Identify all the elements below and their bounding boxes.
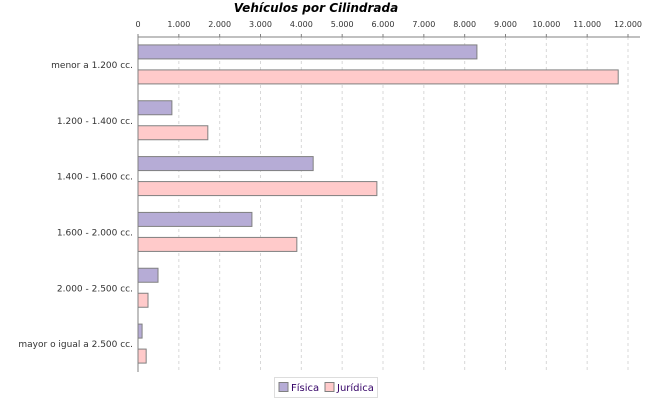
legend-label: Jurídica (336, 382, 374, 394)
tick-label: 10.000 (532, 20, 560, 29)
category-label: 1.600 - 2.000 cc. (57, 228, 133, 238)
legend-label: Física (291, 382, 319, 394)
category-label: 2.000 - 2.500 cc. (57, 284, 133, 294)
chart-title: Vehículos por Cilindrada (234, 1, 398, 15)
tick-label: 1.000 (167, 20, 190, 29)
tick-label: 12.000 (614, 20, 642, 29)
tick-label: 9.000 (494, 20, 517, 29)
category-label: 1.400 - 1.600 cc. (57, 173, 133, 183)
legend-swatch (278, 382, 289, 392)
category-label: mayor o igual a 2.500 cc. (18, 340, 133, 350)
bar-fisica (137, 100, 173, 116)
bar-fisica (137, 211, 253, 227)
category-label: 1.200 - 1.400 cc. (57, 117, 133, 127)
tick-label: 5.000 (331, 20, 354, 29)
tick-label: 2.000 (208, 20, 231, 29)
tick-label: 3.000 (249, 20, 272, 29)
bar-fisica (137, 267, 159, 283)
tick-label: 6.000 (372, 20, 395, 29)
bar-juridica (137, 125, 209, 141)
bar-juridica (137, 348, 147, 364)
tick-label: 11.000 (573, 20, 601, 29)
tick-label: 0 (135, 20, 140, 29)
bar-fisica (137, 323, 143, 339)
bar-fisica (137, 44, 478, 60)
bar-juridica (137, 181, 378, 197)
bar-fisica (137, 156, 314, 172)
tick-label: 8.000 (453, 20, 476, 29)
tick-label: 4.000 (290, 20, 313, 29)
legend-swatch (324, 382, 335, 392)
bar-juridica (137, 236, 298, 252)
legend: Física Jurídica (274, 377, 378, 398)
bar-juridica (137, 69, 619, 85)
tick-label: 7.000 (412, 20, 435, 29)
category-label: menor a 1.200 cc. (51, 61, 133, 71)
bar-juridica (137, 292, 149, 308)
